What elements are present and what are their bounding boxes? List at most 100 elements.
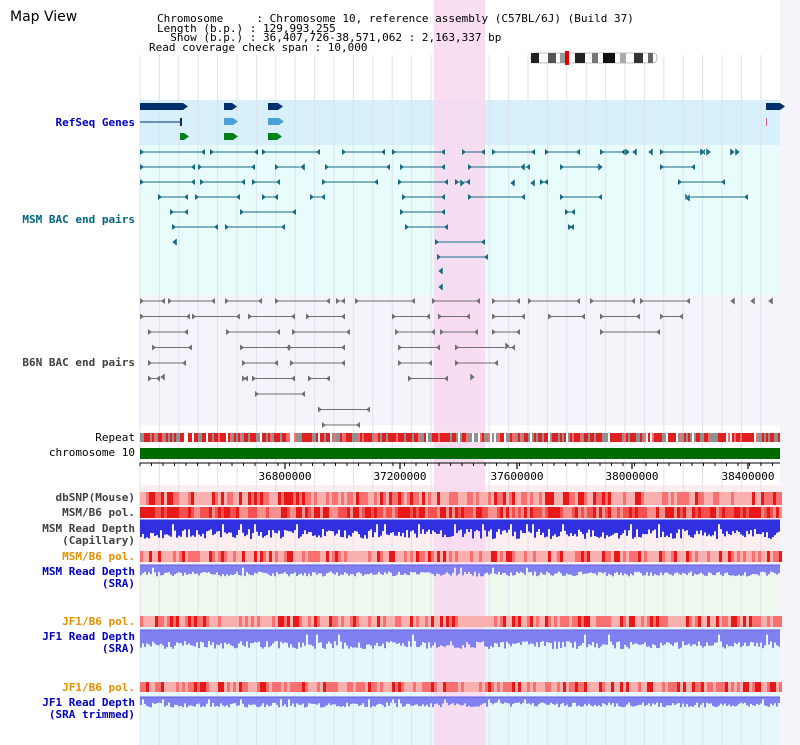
polymorphism-segment [254, 682, 257, 692]
polymorphism-segment [308, 616, 311, 627]
polymorphism-segment [659, 492, 662, 505]
polymorphism-segment [479, 616, 482, 627]
read-depth-bar [714, 630, 716, 643]
bac-end-marker [455, 179, 459, 185]
read-depth-bar [240, 630, 242, 642]
polymorphism-segment [713, 551, 716, 562]
repeat-segment [644, 433, 646, 442]
polymorphism-segment [743, 507, 746, 518]
polymorphism-segment [647, 682, 650, 692]
read-depth-bar [520, 565, 522, 572]
repeat-segment [542, 433, 544, 442]
read-depth-bar [622, 630, 624, 649]
read-depth-bar [312, 520, 314, 536]
read-depth-bar [148, 697, 150, 707]
read-depth-bar [646, 520, 648, 535]
read-depth-bar [764, 565, 766, 573]
repeat-segment [284, 433, 286, 442]
repeat-segment [712, 433, 714, 442]
read-depth-bar [318, 520, 320, 536]
track-label-msm-depth-capillary[interactable]: MSM Read Depth [42, 522, 135, 535]
read-depth-bar [166, 697, 168, 706]
polymorphism-segment [749, 507, 752, 518]
read-depth-bar [710, 630, 712, 646]
polymorphism-segment [752, 682, 755, 692]
polymorphism-segment [302, 682, 305, 692]
polymorphism-segment [416, 551, 419, 562]
read-depth-bar [264, 565, 266, 573]
read-depth-bar [316, 630, 318, 635]
read-depth-bar [482, 630, 484, 642]
track-label-repeat[interactable]: Repeat [95, 431, 135, 444]
repeat-segment [368, 433, 370, 442]
polymorphism-segment [356, 492, 359, 505]
track-label-msm-bac[interactable]: MSM BAC end pairs [22, 213, 135, 226]
polymorphism-segment [182, 682, 185, 692]
polymorphism-segment [776, 551, 779, 562]
track-label-b6n-bac[interactable]: B6N BAC end pairs [22, 356, 135, 369]
ideogram-band [592, 53, 598, 63]
read-depth-bar [768, 565, 770, 575]
read-depth-bar [412, 520, 414, 531]
read-depth-bar [768, 520, 770, 539]
read-depth-bar [550, 565, 552, 576]
polymorphism-segment [722, 551, 725, 562]
track-label-refseq[interactable]: RefSeq Genes [55, 116, 135, 129]
polymorphism-segment [368, 682, 371, 692]
bac-end-marker [435, 239, 439, 245]
polymorphism-segment [719, 492, 722, 505]
polymorphism-segment [197, 682, 200, 692]
polymorphism-segment [143, 551, 146, 562]
track-label-dbsnp[interactable]: dbSNP(Mouse) [55, 491, 135, 504]
read-depth-bar [162, 565, 164, 576]
repeat-segment [570, 433, 572, 442]
track-label-jf1-depth-sra[interactable]: JF1 Read Depth [42, 630, 135, 643]
track-label-msm-b6-pol-1[interactable]: MSM/B6 pol. [62, 506, 135, 519]
track-label-jf1-b6-pol-2[interactable]: JF1/B6 pol. [62, 681, 135, 694]
polymorphism-segment [635, 682, 638, 692]
read-depth-bar [226, 520, 228, 534]
repeat-segment [394, 433, 396, 442]
polymorphism-segment [269, 507, 272, 518]
read-depth-bar [320, 520, 322, 538]
read-depth-bar [454, 565, 456, 568]
track-label-msm-b6-pol-2[interactable]: MSM/B6 pol. [62, 550, 135, 563]
track-label-msm-depth-sra[interactable]: MSM Read Depth [42, 565, 135, 578]
bac-end-marker [441, 209, 445, 215]
repeat-segment [484, 433, 486, 442]
read-depth-bar [692, 520, 694, 538]
bac-end-marker [729, 147, 736, 157]
polymorphism-segment [770, 492, 773, 505]
read-depth-bar [214, 520, 216, 534]
polymorphism-segment [635, 616, 638, 627]
polymorphism-segment [308, 682, 311, 692]
read-depth-bar [338, 630, 340, 635]
read-depth-bar [762, 520, 764, 533]
read-depth-bar [140, 565, 142, 576]
read-depth-bar [766, 565, 768, 576]
repeat-segment [702, 433, 704, 442]
read-depth-bar [752, 565, 754, 575]
polymorphism-segment [599, 616, 602, 627]
polymorphism-segment [200, 507, 203, 518]
polymorphism-segment [749, 682, 752, 692]
read-depth-bar [750, 520, 752, 531]
track-label-jf1-depth-trimmed[interactable]: JF1 Read Depth [42, 696, 135, 709]
polymorphism-segment [575, 616, 578, 627]
read-depth-bar [338, 697, 340, 706]
polymorphism-segment [518, 492, 521, 505]
read-depth-bar [776, 520, 778, 533]
track-label-jf1-b6-pol-1[interactable]: JF1/B6 pol. [62, 615, 135, 628]
read-depth-bar [424, 697, 426, 707]
read-depth-bar [480, 520, 482, 539]
read-depth-bar [256, 697, 258, 707]
read-depth-bar [168, 520, 170, 536]
polymorphism-segment [422, 616, 425, 627]
read-depth-bar [432, 630, 434, 646]
repeat-segment [566, 433, 568, 442]
read-depth-bar [268, 630, 270, 648]
read-depth-bar [192, 520, 194, 536]
repeat-segment [150, 433, 152, 442]
read-depth-bar [448, 520, 450, 537]
